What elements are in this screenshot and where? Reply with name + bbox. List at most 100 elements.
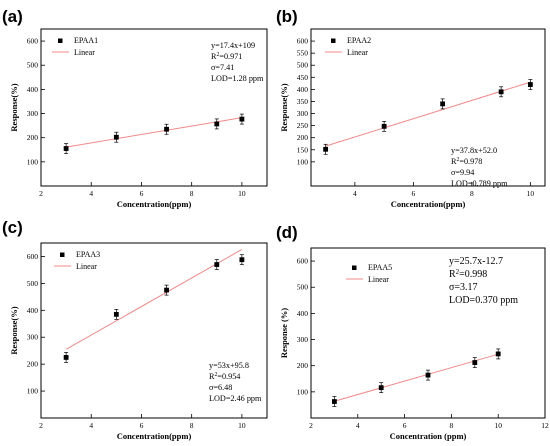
y-tick-label: 600 <box>297 37 309 46</box>
legend-marker <box>58 38 63 43</box>
fit-annotation: LOD=0.370 ppm <box>449 295 518 306</box>
y-tick-label: 150 <box>297 145 309 154</box>
chart-panel-a: (a) 2 4 6 8 10 100 200 300 400 500 600 Concentration… <box>2 7 268 209</box>
x-tick-label: 4 <box>356 421 360 430</box>
x-tick-label: 2 <box>39 189 43 198</box>
x-tick-label: 4 <box>89 421 93 430</box>
data-point <box>63 146 69 151</box>
y-tick-label: 100 <box>27 387 39 396</box>
y-tick-label: 100 <box>297 387 309 396</box>
y-tick-label: 300 <box>27 333 39 342</box>
y-tick-label: 600 <box>27 252 39 261</box>
y-axis-title: Response(%) <box>9 83 19 131</box>
data-point <box>214 121 220 127</box>
x-tick-label: 4 <box>353 189 357 198</box>
fit-annotation: LOD=1.28 ppm <box>211 74 264 83</box>
data-point <box>527 82 533 87</box>
data-point <box>164 126 169 132</box>
y-axis-title: Response(%) <box>9 306 19 354</box>
y-tick-label: 550 <box>297 49 309 58</box>
fit-line <box>66 117 242 148</box>
data-point <box>63 355 69 360</box>
y-tick-label: 500 <box>297 283 309 292</box>
y-axis-title: Response(%) <box>279 83 289 131</box>
x-tick-label: 8 <box>470 189 474 198</box>
data-point <box>332 399 337 404</box>
y-tick-label: 400 <box>27 306 39 315</box>
data-point <box>498 89 504 95</box>
legend-label: Linear <box>74 48 95 57</box>
chart-panel-b: (b) 4 6 8 10 100 150 200 250 300 350 400 450 500 550 60… <box>276 7 546 209</box>
x-tick-label: 2 <box>309 421 313 430</box>
x-tick-label: 8 <box>450 421 454 430</box>
y-tick-label: 200 <box>297 361 309 370</box>
data-point <box>113 311 119 317</box>
fit-annotation: y=53x+95.8 <box>209 361 249 370</box>
x-tick-label: 10 <box>238 189 246 198</box>
data-point <box>239 116 245 122</box>
x-tick-label: 2 <box>39 421 43 430</box>
fit-annotation: R2=0.954 <box>209 372 240 381</box>
data-point <box>113 134 119 140</box>
fit-annotation: R2=0.978 <box>451 157 482 166</box>
x-tick-label: 12 <box>541 421 549 430</box>
y-tick-label: 600 <box>27 37 39 46</box>
fit-line <box>65 249 243 350</box>
y-tick-label: 400 <box>297 309 309 318</box>
plot-frame <box>310 28 546 187</box>
chart-panel-d: (d) 2 4 6 8 10 12 100 200 300 400 500 600 Concentrati… <box>276 223 549 441</box>
legend-label: EPAA2 <box>347 36 371 45</box>
y-tick-label: 200 <box>297 133 309 142</box>
y-tick-label: 400 <box>297 85 309 94</box>
panel-letter: (d) <box>276 223 298 242</box>
fit-annotation: LOD=0.789 ppm <box>451 179 508 188</box>
x-tick-label: 6 <box>403 421 407 430</box>
x-axis-title: Concentration(ppm) <box>117 199 192 209</box>
x-tick-label: 8 <box>190 421 194 430</box>
y-tick-label: 500 <box>27 279 39 288</box>
fit-annotation: σ=6.48 <box>209 383 232 392</box>
fit-annotation: σ=3.17 <box>449 282 478 293</box>
y-tick-label: 400 <box>27 85 39 94</box>
x-tick-label: 6 <box>140 189 144 198</box>
fit-annotation: y=25.7x-12.7 <box>449 256 503 267</box>
y-tick-label: 600 <box>297 257 309 266</box>
y-tick-label: 200 <box>27 133 39 142</box>
y-tick-label: 500 <box>27 61 39 70</box>
data-point <box>378 385 384 391</box>
legend-label: Linear <box>76 262 97 271</box>
y-tick-label: 200 <box>27 360 39 369</box>
legend-label: EPAA5 <box>368 263 392 272</box>
y-axis-title: Response (%) <box>279 308 289 358</box>
data-point <box>472 360 478 365</box>
x-tick-label: 6 <box>140 421 144 430</box>
fit-annotation: LOD=2.46 ppm <box>209 394 262 403</box>
y-tick-label: 350 <box>297 97 309 106</box>
y-tick-label: 250 <box>297 121 309 130</box>
legend-marker <box>60 252 65 257</box>
legend-label: Linear <box>368 275 389 284</box>
plot-frame <box>40 242 268 419</box>
fit-line <box>334 353 499 402</box>
legend-marker <box>331 38 336 43</box>
plot-frame <box>40 28 268 187</box>
y-tick-label: 100 <box>297 157 309 166</box>
fit-annotation: R2=0.998 <box>449 268 487 280</box>
data-point <box>214 262 220 267</box>
fit-annotation: σ=7.41 <box>211 63 234 72</box>
x-tick-label: 8 <box>190 189 194 198</box>
y-tick-label: 500 <box>297 61 309 70</box>
y-tick-label: 300 <box>297 335 309 344</box>
data-point <box>323 146 329 152</box>
legend-label: EPAA3 <box>76 250 100 259</box>
x-tick-label: 6 <box>412 189 416 198</box>
plot-frame <box>310 247 546 419</box>
y-tick-label: 300 <box>297 109 309 118</box>
data-point <box>495 351 501 357</box>
chart-panel-c: (c) 2 4 6 8 10 100 200 300 400 500 600 Concentration… <box>2 218 268 441</box>
legend-label: EPAA1 <box>74 36 98 45</box>
panel-letter: (b) <box>276 7 298 26</box>
x-tick-label: 10 <box>238 421 246 430</box>
data-point <box>239 257 245 263</box>
